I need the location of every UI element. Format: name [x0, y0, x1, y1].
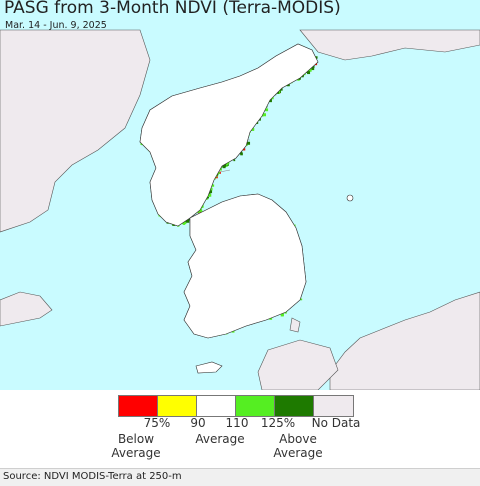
ndvi-pixel [206, 197, 209, 200]
ulleung-island [346, 194, 354, 202]
jeju-island [195, 361, 223, 374]
ndvi-pixel [270, 317, 273, 320]
legend-swatch-0 [119, 396, 158, 416]
ndvi-pixel [186, 219, 190, 223]
legend-below-average: Below Average [111, 432, 161, 460]
ndvi-pixel [207, 196, 210, 199]
ndvi-pixel [222, 163, 227, 167]
ndvi-pixel [219, 168, 222, 171]
ndvi-pixel [209, 190, 213, 194]
ndvi-pixel [239, 151, 243, 155]
shandong-land [0, 291, 53, 327]
legend-swatch-1 [158, 396, 197, 416]
legend-swatch-3 [236, 396, 275, 416]
ndvi-pixel [243, 148, 246, 151]
ndvi-pixel [209, 187, 213, 191]
ndvi-pixel [315, 56, 318, 59]
russia-land [299, 29, 480, 61]
legend-swatch-5 [314, 396, 353, 416]
ndvi-pixel [226, 163, 229, 166]
legend-tick-110: 110 [225, 416, 249, 430]
map-canvas [0, 29, 480, 390]
ndvi-pixel [251, 128, 255, 131]
legend-swatch-4 [275, 396, 314, 416]
legend-tick-nodata: No Data [311, 416, 361, 430]
ndvi-pixel [280, 88, 283, 91]
legend-tick-125: 125% [260, 416, 296, 430]
ndvi-pixel [297, 78, 300, 81]
legend-tick-90: 90 [190, 416, 206, 430]
legend-colorbar [118, 395, 354, 417]
tsushima-island [289, 317, 301, 333]
ndvi-pixel [311, 67, 315, 71]
ndvi-pixel [277, 91, 280, 94]
ndvi-pixel [199, 208, 202, 211]
japan-land [329, 291, 480, 390]
ndvi-pixel [280, 313, 284, 317]
ndvi-pixel [233, 159, 236, 162]
ndvi-pixel [207, 194, 210, 197]
japan-kyushu [257, 339, 339, 390]
ndvi-pixel [262, 113, 267, 117]
legend-average: Average [195, 432, 245, 446]
ndvi-pixel [211, 184, 215, 187]
ndvi-pixel [208, 193, 212, 197]
footer-bar: Source: NDVI MODIS-Terra at 250-m [0, 468, 480, 486]
ndvi-pixel [183, 221, 187, 224]
ndvi-pixel [227, 162, 230, 164]
map-title: PASG from 3-Month NDVI (Terra-MODIS) [4, 0, 341, 18]
ndvi-pixel [199, 209, 203, 212]
ndvi-pixel [300, 298, 303, 301]
source-credit: Source: NDVI MODIS-Terra at 250-m [3, 471, 182, 482]
ndvi-pixel [265, 108, 269, 112]
date-range: Mar. 14 - Jun. 9, 2025 [5, 20, 107, 31]
legend-swatch-2 [197, 396, 236, 416]
ndvi-pixel [218, 172, 221, 174]
legend-above-average: Above Average [273, 432, 323, 460]
ndvi-pixel [307, 71, 311, 75]
legend-tick-75: 75% [143, 416, 171, 430]
ndvi-pixel [247, 141, 251, 145]
china-land [0, 29, 151, 233]
map-panel: PASG from 3-Month NDVI (Terra-MODIS) Mar… [0, 0, 480, 390]
